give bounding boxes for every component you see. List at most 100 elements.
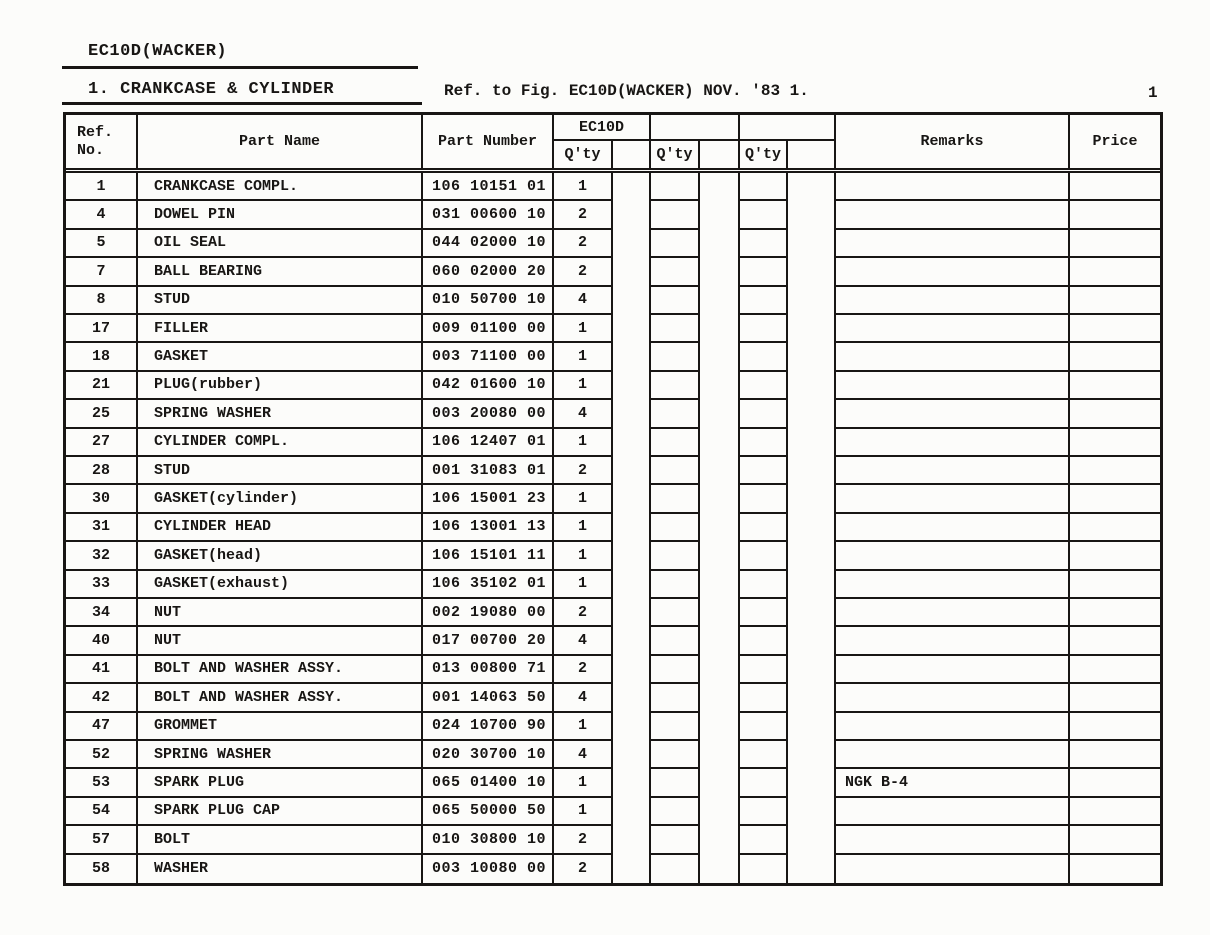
cell-price — [1070, 230, 1160, 259]
cell-price — [1070, 173, 1160, 202]
cell-ref-no: 8 — [66, 286, 138, 315]
cell-part-number: 106 15101 11 — [423, 542, 554, 571]
cell-qty-col3 — [740, 258, 788, 287]
cell-price — [1070, 457, 1160, 486]
cell-qty-col2 — [651, 371, 700, 401]
cell-ref-no: 32 — [66, 542, 138, 571]
figure-reference: Ref. to Fig. EC10D(WACKER) NOV. '83 1. — [444, 82, 809, 100]
cell-qty-col2 — [651, 684, 700, 713]
cell-qty-col3 — [740, 201, 788, 230]
cell-qty-col2 — [651, 797, 700, 827]
cell-qty-ec10d: 2 — [554, 258, 613, 287]
cell-qty-col3 — [740, 712, 788, 741]
section-title: 1. CRANKCASE & CYLINDER — [88, 80, 335, 99]
cell-ref-no: 33 — [66, 570, 138, 599]
cell-remarks — [836, 343, 1070, 372]
cell-remarks — [836, 797, 1070, 827]
cell-qty-col3 — [740, 570, 788, 599]
cell-qty-ec10d: 4 — [554, 684, 613, 713]
cell-qty-col2 — [651, 485, 700, 514]
cell-part-number: 106 12407 01 — [423, 428, 554, 457]
cell-part-name: DOWEL PIN — [138, 201, 423, 230]
section-title-underline — [62, 102, 422, 105]
cell-qty-col2 — [651, 513, 700, 543]
cell-qty-col2 — [651, 854, 700, 883]
cell-part-number: 044 02000 10 — [423, 229, 554, 259]
cell-price — [1070, 855, 1160, 883]
cell-qty-col2 — [651, 400, 700, 429]
spacer-column-1 — [613, 173, 651, 883]
cell-price — [1070, 684, 1160, 713]
cell-part-name: SPARK PLUG — [138, 769, 423, 798]
cell-price — [1070, 258, 1160, 287]
cell-remarks — [836, 229, 1070, 259]
cell-part-number: 013 00800 71 — [423, 655, 554, 685]
header-model-group-3 — [740, 115, 836, 141]
cell-qty-col3 — [740, 740, 788, 770]
header-price: Price — [1092, 133, 1138, 150]
cell-remarks — [836, 542, 1070, 571]
cell-qty-col2 — [651, 542, 700, 571]
cell-price — [1070, 429, 1160, 457]
cell-qty-col3 — [740, 343, 788, 372]
cell-remarks — [836, 428, 1070, 457]
spacer-column-2 — [700, 173, 740, 883]
cell-ref-no: 57 — [66, 826, 138, 855]
cell-remarks — [836, 598, 1070, 628]
cell-qty-col2 — [651, 343, 700, 372]
cell-part-name: BALL BEARING — [138, 258, 423, 287]
header-model-ec10d: EC10D — [554, 115, 651, 141]
cell-remarks — [836, 712, 1070, 741]
cell-ref-no: 27 — [66, 428, 138, 457]
cell-qty-ec10d: 2 — [554, 229, 613, 259]
cell-qty-ec10d: 2 — [554, 655, 613, 685]
cell-part-number: 106 13001 13 — [423, 513, 554, 543]
cell-qty-ec10d: 2 — [554, 201, 613, 230]
cell-qty-col3 — [740, 173, 788, 202]
cell-part-name: WASHER — [138, 854, 423, 883]
cell-part-name: BOLT AND WASHER ASSY. — [138, 684, 423, 713]
cell-part-number: 001 31083 01 — [423, 456, 554, 486]
cell-qty-col3 — [740, 229, 788, 259]
cell-part-number: 060 02000 20 — [423, 258, 554, 287]
cell-qty-col3 — [740, 598, 788, 628]
cell-qty-col2 — [651, 740, 700, 770]
cell-qty-col2 — [651, 173, 700, 202]
cell-part-number: 020 30700 10 — [423, 740, 554, 770]
cell-price — [1070, 798, 1160, 827]
header-qty-spacer-3 — [788, 141, 836, 168]
header-qty-3: Q'ty — [740, 141, 788, 168]
cell-qty-ec10d: 1 — [554, 314, 613, 344]
cell-qty-col3 — [740, 485, 788, 514]
cell-part-name: GASKET(exhaust) — [138, 570, 423, 599]
cell-qty-ec10d: 4 — [554, 740, 613, 770]
cell-ref-no: 58 — [66, 854, 138, 883]
cell-price — [1070, 713, 1160, 741]
cell-remarks — [836, 655, 1070, 685]
cell-part-number: 003 71100 00 — [423, 343, 554, 372]
cell-price — [1070, 599, 1160, 628]
cell-remarks — [836, 286, 1070, 315]
cell-qty-col2 — [651, 598, 700, 628]
cell-qty-col2 — [651, 826, 700, 855]
cell-remarks — [836, 400, 1070, 429]
cell-part-name: CRANKCASE COMPL. — [138, 173, 423, 202]
cell-qty-ec10d: 4 — [554, 627, 613, 656]
cell-qty-ec10d: 2 — [554, 598, 613, 628]
cell-part-name: NUT — [138, 627, 423, 656]
cell-qty-col3 — [740, 542, 788, 571]
cell-price — [1070, 315, 1160, 344]
cell-ref-no: 53 — [66, 769, 138, 798]
cell-part-name: GASKET — [138, 343, 423, 372]
cell-ref-no: 40 — [66, 627, 138, 656]
cell-price — [1070, 826, 1160, 855]
cell-ref-no: 54 — [66, 797, 138, 827]
cell-part-number: 042 01600 10 — [423, 371, 554, 401]
cell-remarks — [836, 740, 1070, 770]
cell-qty-col2 — [651, 627, 700, 656]
cell-qty-ec10d: 1 — [554, 769, 613, 798]
cell-part-number: 010 30800 10 — [423, 826, 554, 855]
cell-qty-ec10d: 1 — [554, 513, 613, 543]
cell-remarks — [836, 371, 1070, 401]
